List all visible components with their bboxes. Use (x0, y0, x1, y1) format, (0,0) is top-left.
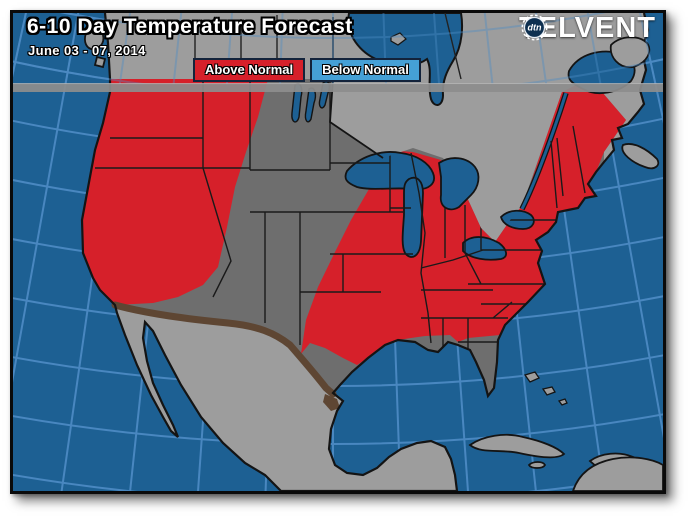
bahamas (523, 371, 568, 406)
above-normal-region-west (82, 79, 268, 305)
forecast-map-window: 6-10 Day Temperature Forecast June 03 - … (10, 10, 666, 494)
st-lawrence-river-water (520, 92, 568, 210)
border-strip-blob (323, 394, 340, 411)
jamaica (527, 461, 547, 469)
south-america (572, 456, 663, 491)
cuba (468, 433, 566, 459)
nova-scotia (621, 143, 660, 170)
vancouver-island (84, 26, 105, 51)
newfoundland (609, 36, 651, 69)
lake-huron (438, 157, 480, 211)
latitude-band-highlight (13, 83, 663, 85)
lake-michigan (401, 176, 424, 258)
islands (84, 26, 663, 491)
lake-erie (462, 236, 507, 261)
latitude-band (13, 84, 663, 92)
coastal-islet (93, 55, 107, 69)
state-borders (95, 79, 586, 350)
forecast-map (13, 13, 663, 491)
canada-borders (194, 13, 462, 159)
coastline-outline (80, 13, 650, 491)
us-mexico-border-strip (111, 301, 337, 398)
